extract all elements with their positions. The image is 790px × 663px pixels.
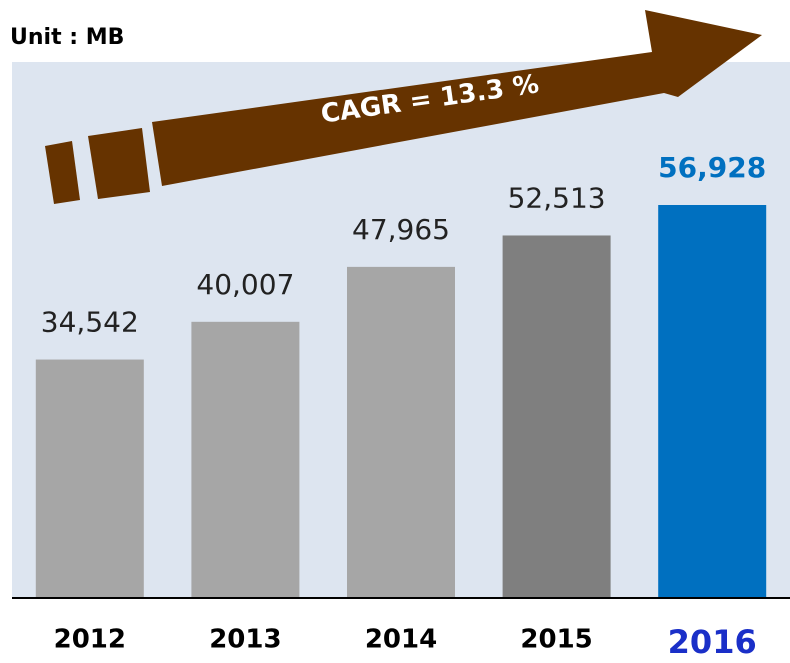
arrow-block: [88, 128, 150, 199]
value-label: 47,965: [352, 213, 450, 246]
value-label: 52,513: [508, 181, 606, 214]
value-label: 40,007: [196, 268, 294, 301]
value-label: 34,542: [41, 306, 139, 339]
arrow-body: [152, 10, 762, 186]
value-label: 56,928: [658, 151, 766, 184]
bar: [658, 205, 767, 598]
arrow-block: [45, 141, 80, 204]
x-tick-label: 2014: [365, 625, 437, 655]
x-tick-label: 2013: [209, 625, 281, 655]
x-tick-label: 2016: [668, 623, 757, 661]
x-tick-label: 2015: [520, 625, 592, 655]
cagr-arrow: [45, 10, 762, 204]
x-tick-label: 2012: [54, 625, 126, 655]
bar: [191, 321, 300, 598]
unit-label: Unit : MB: [10, 25, 124, 50]
bar: [35, 359, 144, 598]
bar: [347, 266, 455, 598]
bar: [502, 235, 611, 598]
